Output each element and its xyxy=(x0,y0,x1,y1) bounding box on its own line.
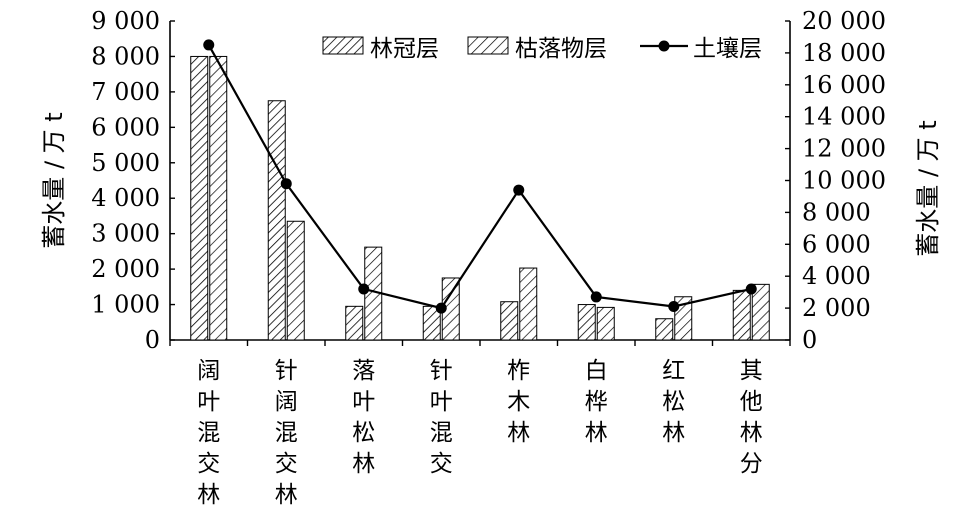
axis-labels: 0 1 000 2 000 3 000 4 000 5 000 6 000 7 000 8 00… xyxy=(40,7,942,508)
category-char: 木 xyxy=(507,389,530,415)
soil-point xyxy=(280,178,292,190)
soil-line xyxy=(203,39,757,314)
right-axis-title: 蓄水量 / 万 t xyxy=(914,120,942,256)
category-char: 林 xyxy=(585,420,608,446)
right-tick-label: 8 000 xyxy=(802,198,871,226)
bar-litter xyxy=(519,267,538,341)
left-tick-label: 3 000 xyxy=(91,220,160,248)
soil-point xyxy=(435,302,447,314)
right-tick-label: 20 000 xyxy=(802,7,886,35)
category-char: 柞 xyxy=(507,358,530,384)
legend-swatch-litter xyxy=(467,36,509,55)
category-char: 白 xyxy=(585,358,608,384)
axes xyxy=(169,20,791,346)
category-char: 红 xyxy=(662,358,685,384)
category-char: 桦 xyxy=(585,389,608,415)
category-char: 叶 xyxy=(430,389,453,415)
right-tick-label: 12 000 xyxy=(802,135,886,163)
category-char: 林 xyxy=(197,482,220,508)
bar-litter xyxy=(596,306,615,341)
category-char: 林 xyxy=(740,420,763,446)
left-tick-label: 9 000 xyxy=(91,7,160,35)
bar-litter xyxy=(751,283,770,341)
right-tick-label: 16 000 xyxy=(802,71,886,99)
bar-canopy xyxy=(500,301,519,341)
category-char: 松 xyxy=(662,389,685,415)
category-char: 林 xyxy=(352,451,375,477)
left-tick-label: 0 xyxy=(145,326,160,354)
bar-canopy xyxy=(577,304,596,341)
category-char: 他 xyxy=(740,389,763,415)
category-label: 红松林 xyxy=(662,358,685,446)
right-tick-label: 14 000 xyxy=(802,103,886,131)
category-char: 阔 xyxy=(197,358,220,384)
legend-marker-soil xyxy=(658,40,670,52)
category-char: 林 xyxy=(507,420,530,446)
category-char: 阔 xyxy=(275,389,298,415)
left-tick-label: 4 000 xyxy=(91,184,160,212)
category-char: 混 xyxy=(275,420,298,446)
legend-label-canopy: 林冠层 xyxy=(370,36,439,62)
bar-canopy xyxy=(655,318,674,341)
bar-canopy xyxy=(345,305,364,341)
category-char: 叶 xyxy=(352,389,375,415)
left-tick-label: 7 000 xyxy=(91,78,160,106)
right-tick-label: 10 000 xyxy=(802,167,886,195)
left-tick-label: 8 000 xyxy=(91,42,160,70)
bar-canopy xyxy=(190,55,209,341)
soil-point xyxy=(745,283,757,295)
category-char: 其 xyxy=(740,358,763,384)
legend-swatch-canopy xyxy=(322,36,364,55)
category-char: 交 xyxy=(275,451,298,477)
category-char: 林 xyxy=(275,482,298,508)
bar-litter xyxy=(209,55,228,341)
bars xyxy=(190,55,770,341)
left-axis-title: 蓄水量 / 万 t xyxy=(40,112,68,248)
right-tick-label: 0 xyxy=(802,326,817,354)
bar-canopy xyxy=(732,289,751,341)
category-label: 柞木林 xyxy=(507,358,530,446)
category-char: 交 xyxy=(197,451,220,477)
right-tick-label: 18 000 xyxy=(802,39,886,67)
category-char: 针 xyxy=(275,358,298,384)
soil-point xyxy=(203,39,215,51)
category-char: 混 xyxy=(430,420,453,446)
legend-label-soil: 土壤层 xyxy=(693,36,762,62)
left-tick-label: 6 000 xyxy=(91,113,160,141)
legend: 林冠层 枯落物层 土壤层 xyxy=(322,36,762,62)
left-tick-label: 5 000 xyxy=(91,149,160,177)
left-tick-label: 2 000 xyxy=(91,255,160,283)
category-char: 分 xyxy=(740,451,763,477)
soil-point xyxy=(668,301,680,313)
category-char: 针 xyxy=(430,358,453,384)
left-tick-label: 1 000 xyxy=(91,291,160,319)
category-char: 交 xyxy=(430,451,453,477)
bar-litter xyxy=(286,220,305,341)
right-tick-label: 2 000 xyxy=(802,294,871,322)
category-char: 落 xyxy=(352,358,375,384)
category-char: 松 xyxy=(352,420,375,446)
soil-point xyxy=(590,291,602,303)
category-char: 混 xyxy=(197,420,220,446)
bar-canopy xyxy=(267,100,286,341)
right-tick-label: 6 000 xyxy=(802,230,871,258)
category-label: 白桦林 xyxy=(585,358,608,446)
category-char: 叶 xyxy=(197,389,220,415)
soil-point xyxy=(513,184,525,196)
right-tick-label: 4 000 xyxy=(802,262,871,290)
soil-point xyxy=(358,283,370,295)
category-char: 林 xyxy=(662,420,685,446)
soil-line-path xyxy=(207,44,752,310)
legend-label-litter: 枯落物层 xyxy=(515,36,607,62)
